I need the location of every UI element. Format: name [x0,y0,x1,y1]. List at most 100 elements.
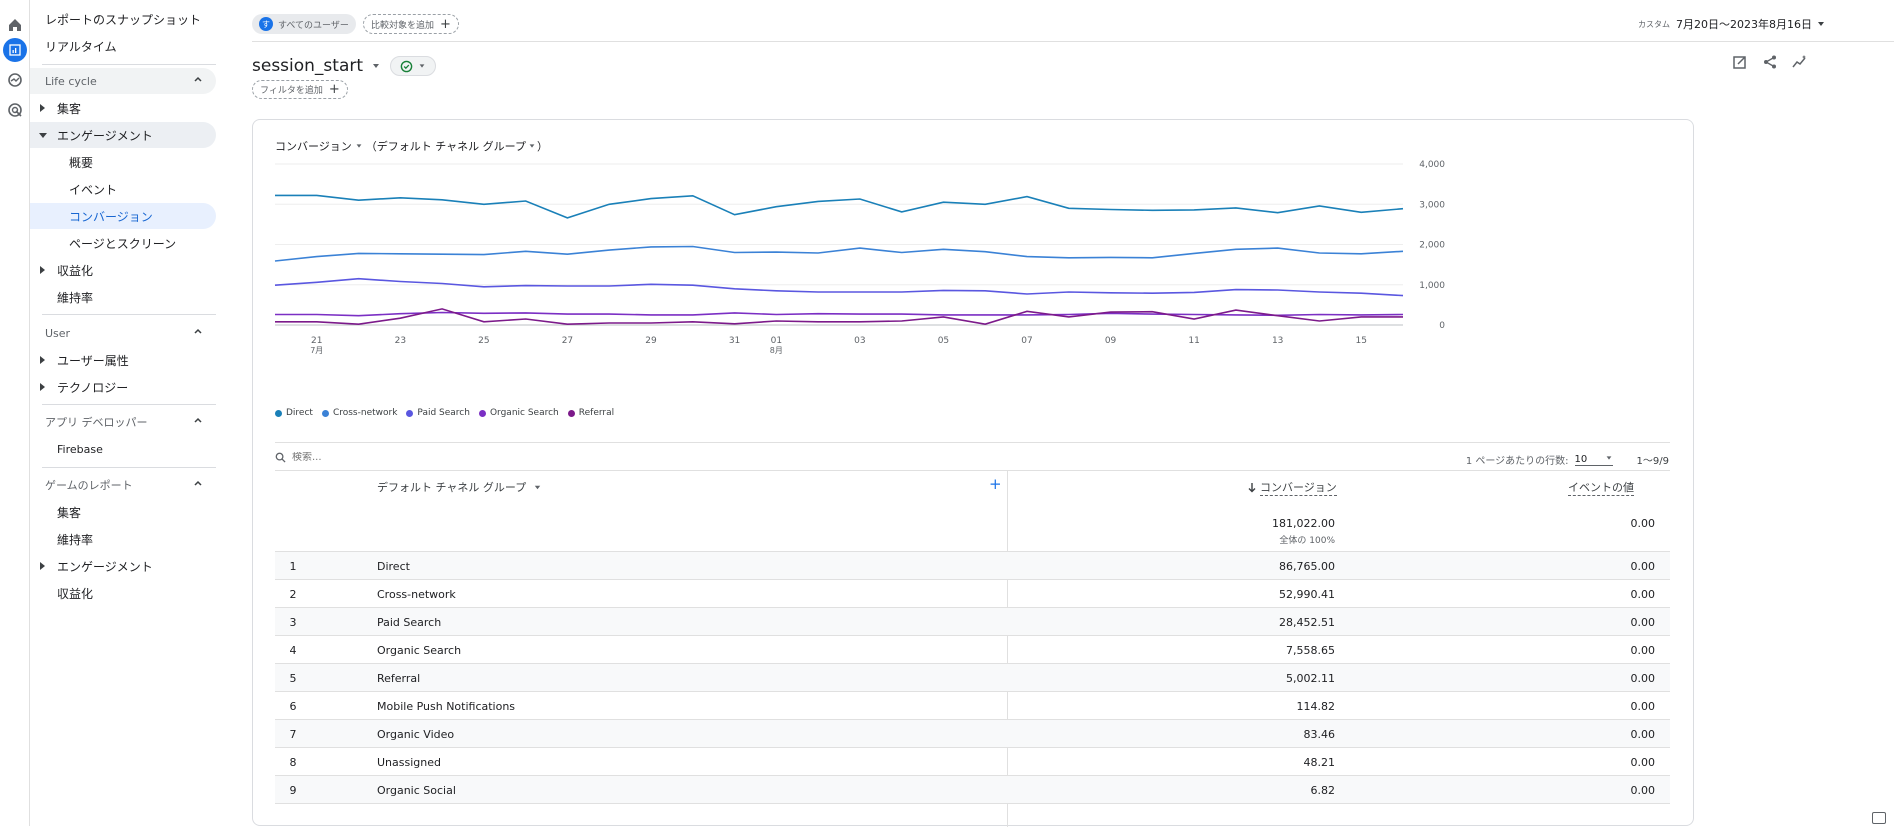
sidebar-item-pages-screens[interactable]: ページとスクリーン [69,236,177,251]
legend-item[interactable]: Organic Search [478,408,559,418]
row-rank: 3 [289,615,297,629]
table-row[interactable]: 7 Organic Video 83.46 0.00 [275,719,1670,747]
x-tick-label: 05 [938,336,949,346]
segment-chip-label: すべてのユーザー [278,20,349,31]
column-header-dimension[interactable]: デフォルト チャネル グループ [377,479,542,495]
column-header-event-value[interactable]: イベントの値 [1568,481,1634,496]
table-row[interactable]: 1 Direct 86,765.00 0.00 [275,551,1670,579]
home-icon[interactable] [0,10,30,40]
table-row[interactable]: 3 Paid Search 28,452.51 0.00 [275,607,1670,635]
sidebar-item-overview[interactable]: 概要 [69,155,94,170]
x-tick-label: 21 [311,336,322,346]
dropdown-arrow-icon [1606,455,1611,460]
table-row[interactable]: 5 Referral 5,002.11 0.00 [275,663,1670,691]
feedback-icon[interactable] [1872,812,1886,824]
dimension-selector[interactable]: （デフォルト チャネル グループ [365,140,527,153]
sidebar-item-conversions[interactable]: コンバージョン [30,203,216,229]
section-app-developer[interactable]: アプリ デベロッパー [30,409,216,435]
legend-item[interactable]: Cross-network [321,408,398,418]
sidebar-item-game-monetization[interactable]: 収益化 [57,586,94,601]
chevron-up-icon [194,328,202,334]
chart-dimension-selector[interactable]: コンバージョン （デフォルト チャネル グループ ） [275,138,548,154]
table-row[interactable]: 8 Unassigned 48.21 0.00 [275,747,1670,775]
series-line-cross-network[interactable] [274,245,1404,262]
legend-item[interactable]: Direct [275,408,313,418]
series-line-paid-search[interactable] [274,277,1404,297]
row-rank: 5 [289,671,297,685]
sidebar-item-user-attributes[interactable]: ユーザー属性 [30,347,216,373]
page-title: session_start [252,56,364,76]
segment-chip[interactable]: す すべてのユーザー [252,14,356,34]
date-range-picker[interactable]: カスタム 7月20日～2023年8月16日 [1638,16,1826,32]
sidebar-item-label: ユーザー属性 [57,353,129,368]
sidebar-item-game-retention[interactable]: 維持率 [57,532,94,547]
series-line-direct[interactable] [275,194,1404,219]
row-channel-name: Unassigned [377,755,441,769]
row-rank: 7 [289,727,297,741]
rows-per-page-select[interactable]: 10 [1574,454,1613,466]
row-conversions: 114.82 [1296,699,1336,713]
expand-arrow-icon [40,383,45,391]
sidebar-item-events[interactable]: イベント [69,182,118,197]
row-channel-name: Organic Video [377,727,455,741]
reports-icon[interactable] [0,35,30,65]
sidebar-item-retention[interactable]: 維持率 [57,290,94,305]
row-conversions: 6.82 [1310,783,1336,797]
sidebar-item-label: エンゲージメント [57,128,153,143]
table-row[interactable]: 6 Mobile Push Notifications 114.82 0.00 [275,691,1670,719]
section-title: User [45,326,71,340]
sidebar-item-snapshot[interactable]: レポートのスナップショット [45,12,202,27]
share-icon[interactable] [1762,54,1778,70]
sidebar-item-game-acquisition[interactable]: 集客 [57,505,82,520]
table-row[interactable]: 2 Cross-network 52,990.41 0.00 [275,579,1670,607]
row-conversions: 5,002.11 [1286,671,1335,685]
add-dimension-plus-icon[interactable]: + [989,475,1002,493]
column-header-conversions[interactable]: コンバージョン [1247,479,1337,496]
sidebar-item-label: 集客 [57,101,82,116]
sidebar-item-firebase[interactable]: Firebase [57,442,103,456]
series-line-referral[interactable] [275,308,1403,326]
x-tick-label: 13 [1272,336,1283,346]
title-dropdown-icon[interactable] [371,61,381,71]
legend-label: Paid Search [417,408,470,418]
row-rank: 6 [289,699,297,713]
section-lifecycle[interactable]: Life cycle [30,68,216,94]
table-top-border [275,470,1670,471]
row-channel-name: Referral [377,671,421,685]
expand-arrow-icon [40,356,45,364]
pagination-range: 1～9/9 [1636,456,1669,467]
legend-item[interactable]: Paid Search [406,408,470,418]
sidebar-item-engagement[interactable]: エンゲージメント [30,122,216,148]
dropdown-arrow-icon [535,485,541,489]
closing-paren: ） [537,140,549,153]
legend-label: Cross-network [332,408,398,418]
customize-report-icon[interactable] [1732,54,1748,70]
add-filter-chip[interactable]: フィルタを追加 + [252,80,348,99]
section-user[interactable]: User [30,320,216,346]
table-row[interactable]: 4 Organic Search 7,558.65 0.00 [275,635,1670,663]
sidebar-item-technology[interactable]: テクノロジー [30,374,216,400]
row-event-value: 0.00 [1630,783,1656,797]
explore-icon[interactable] [0,65,30,95]
dropdown-arrow-icon [1818,22,1824,26]
sidebar-item-acquisition[interactable]: 集客 [30,95,216,121]
advertising-icon[interactable] [0,95,30,125]
table-search[interactable] [275,452,492,463]
row-event-value: 0.00 [1630,671,1656,685]
sidebar-item-realtime[interactable]: リアルタイム [45,39,117,54]
section-game-reports[interactable]: ゲームのレポート [30,472,216,498]
x-tick-label: 01 [771,336,782,346]
legend-item[interactable]: Referral [567,408,614,418]
insights-icon[interactable] [1792,54,1808,70]
table-row[interactable]: 9 Organic Social 6.82 0.00 [275,775,1670,803]
add-comparison-chip[interactable]: 比較対象を追加 + [363,14,459,34]
status-chip[interactable] [390,56,437,76]
search-input[interactable] [292,452,492,463]
x-tick-label: 09 [1105,336,1117,346]
sidebar-item-label: テクノロジー [57,380,129,395]
series-line-organic-search[interactable] [275,311,1404,317]
dropdown-arrow-icon [529,144,535,148]
metric-selector[interactable]: コンバージョン [275,140,352,153]
sidebar-item-game-engagement[interactable]: エンゲージメント [30,553,216,579]
sidebar-item-monetization[interactable]: 収益化 [30,257,216,283]
